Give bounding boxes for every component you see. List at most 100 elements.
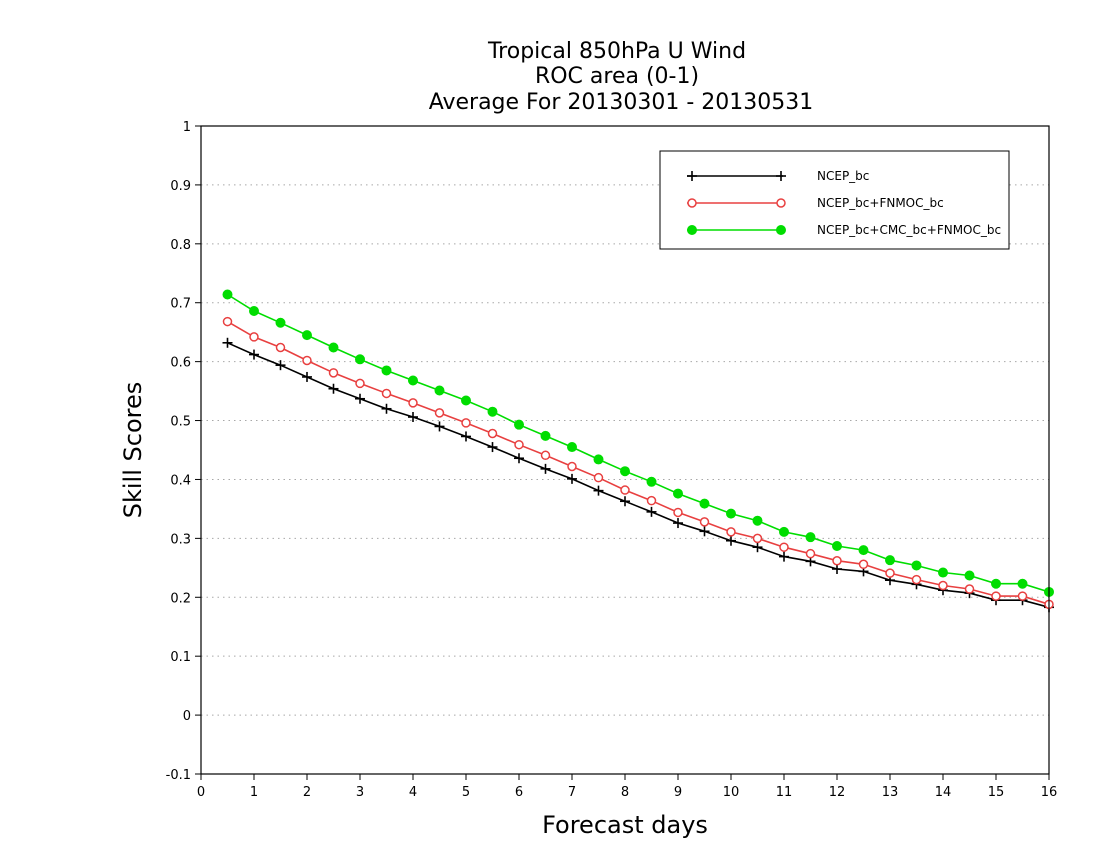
data-point	[726, 535, 736, 546]
data-point	[593, 485, 604, 496]
data-point	[249, 305, 259, 316]
x-tick-label: 2	[303, 785, 311, 800]
data-point	[381, 403, 392, 414]
series-3	[222, 289, 1054, 597]
series-line	[227, 293, 1050, 593]
data-point	[752, 515, 763, 526]
data-point	[964, 584, 975, 594]
data-point	[752, 533, 763, 544]
legend-label: NCEP_bc+CMC_bc+FNMOC_bc	[817, 223, 1001, 237]
x-tick-label: 11	[776, 785, 793, 800]
x-tick-label: 15	[988, 785, 1005, 800]
y-tick-label: -0.1	[166, 768, 191, 783]
data-point	[911, 574, 922, 585]
data-point	[381, 365, 392, 376]
data-point	[699, 526, 710, 537]
data-point	[222, 316, 233, 327]
data-point	[779, 526, 789, 537]
plot-frame	[200, 125, 1050, 775]
data-point	[858, 559, 869, 570]
y-tick-label: 0.7	[170, 297, 191, 312]
legend-label: NCEP_bc	[817, 169, 869, 183]
legend-item-2: NCEP_bc+FNMOC_bc	[687, 196, 944, 210]
y-tick-label: 0.2	[170, 591, 191, 606]
series-line	[227, 320, 1050, 606]
data-point	[885, 555, 895, 566]
y-tick-label: 0.8	[170, 238, 191, 253]
x-tick-label: 9	[674, 785, 682, 800]
data-point	[1017, 591, 1028, 601]
data-point	[991, 578, 1001, 589]
data-point	[567, 442, 577, 453]
data-point	[302, 371, 312, 382]
data-point	[434, 408, 445, 418]
data-point	[699, 498, 710, 509]
data-point	[487, 406, 498, 417]
series-lines	[222, 289, 1054, 613]
legend-box	[659, 150, 1010, 250]
y-axis-label: Skill Scores	[119, 382, 147, 519]
series-2	[222, 316, 1054, 610]
data-point	[461, 431, 471, 442]
title-line-2: ROC area (0-1)	[535, 64, 699, 89]
data-point	[514, 439, 524, 450]
y-tick-label: 0.9	[170, 179, 191, 194]
data-point	[964, 570, 975, 581]
data-point	[726, 508, 736, 519]
legend-item-3: NCEP_bc+CMC_bc+FNMOC_bc	[687, 223, 1001, 237]
data-point	[938, 567, 948, 578]
data-point	[540, 450, 551, 461]
legend-marker-end	[776, 198, 786, 208]
x-tick-label: 7	[568, 785, 576, 800]
data-point	[699, 517, 710, 527]
data-point	[991, 591, 1001, 601]
data-point	[673, 507, 683, 518]
data-point	[408, 412, 418, 423]
data-point	[328, 368, 339, 378]
x-tick-label: 0	[197, 785, 205, 800]
data-point	[752, 542, 763, 553]
data-point	[832, 541, 842, 552]
data-point	[355, 354, 365, 365]
data-point	[673, 488, 683, 499]
data-point	[885, 568, 895, 578]
x-tick-label: 12	[829, 785, 846, 800]
data-point	[858, 545, 869, 556]
data-point	[408, 398, 418, 408]
y-tick-label: 0.3	[170, 532, 191, 547]
data-point	[222, 289, 233, 300]
data-point	[487, 442, 498, 453]
data-point	[726, 527, 736, 537]
data-point	[832, 563, 842, 574]
data-point	[381, 388, 392, 399]
legend-label: NCEP_bc+FNMOC_bc	[817, 196, 944, 210]
data-point	[249, 332, 259, 342]
data-point	[567, 461, 577, 472]
x-tick-label: 4	[409, 785, 417, 800]
x-axis-ticks: 0 1 2 3 4 5 6 7 8 9 10 11 12 13 14 15 16	[197, 774, 1057, 800]
data-point	[1017, 578, 1028, 589]
x-tick-label: 5	[462, 785, 470, 800]
data-point	[434, 385, 445, 396]
data-point	[593, 472, 604, 483]
data-point	[779, 551, 789, 562]
data-point	[249, 349, 259, 360]
x-tick-label: 8	[621, 785, 629, 800]
data-point	[646, 476, 657, 487]
data-point	[434, 421, 445, 432]
legend-marker-start	[687, 171, 697, 181]
legend-marker-end	[776, 171, 786, 181]
grid-lines	[201, 184, 1049, 716]
legend-marker-start	[687, 198, 697, 208]
x-tick-label: 13	[882, 785, 899, 800]
x-tick-label: 1	[250, 785, 258, 800]
data-point	[328, 342, 339, 353]
chart-title: Tropical 850hPa U Wind ROC area (0-1) Av…	[429, 39, 814, 115]
data-point	[461, 395, 471, 406]
data-point	[805, 532, 816, 543]
data-point	[832, 555, 842, 566]
x-tick-label: 3	[356, 785, 364, 800]
data-point	[646, 506, 657, 517]
